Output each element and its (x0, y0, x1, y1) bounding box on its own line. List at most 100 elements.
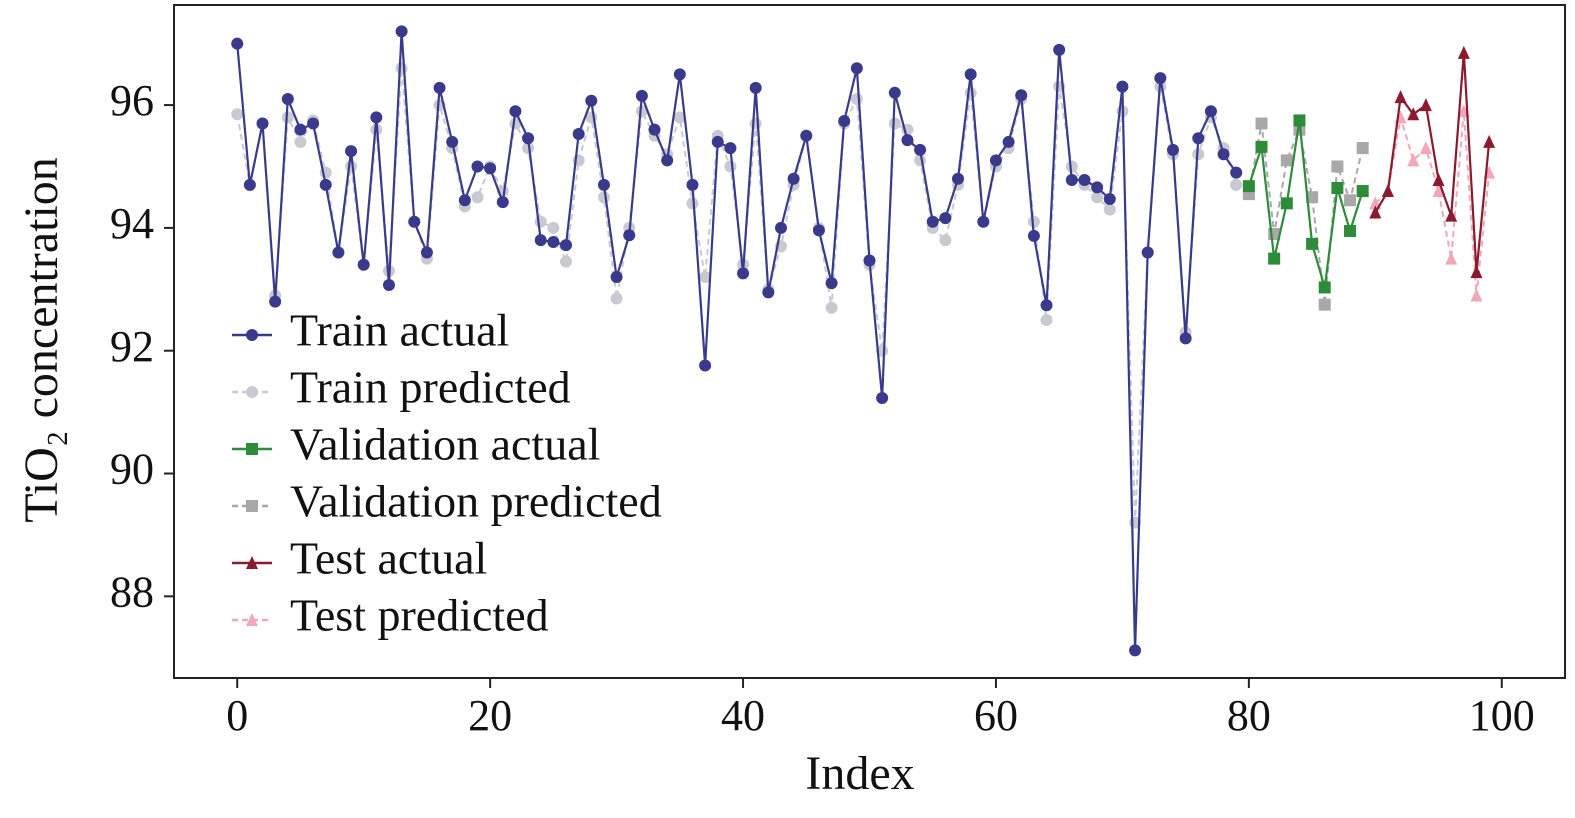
marker (1381, 184, 1394, 198)
marker (635, 105, 648, 118)
series-line (1374, 111, 1491, 296)
marker (648, 123, 661, 136)
marker (825, 301, 838, 314)
marker (1432, 173, 1445, 187)
legend-marker (246, 613, 258, 626)
marker (1394, 90, 1407, 104)
marker (635, 89, 648, 102)
marker (977, 215, 990, 228)
marker (1432, 184, 1445, 198)
marker (395, 62, 408, 75)
marker (256, 117, 269, 130)
x-tick-label: 80 (1227, 691, 1271, 740)
marker (1015, 89, 1028, 102)
marker (1230, 166, 1243, 179)
plot-frame (173, 4, 1566, 679)
marker (661, 154, 674, 167)
marker (1179, 332, 1192, 345)
marker (774, 221, 787, 234)
marker (711, 135, 724, 148)
x-tick-label: 20 (468, 691, 512, 740)
marker (888, 117, 901, 130)
marker (737, 267, 750, 280)
marker (433, 81, 446, 94)
marker (281, 111, 294, 124)
legend-label: Train actual (290, 305, 509, 356)
marker (585, 94, 598, 107)
marker (1369, 205, 1382, 219)
marker (420, 246, 433, 259)
marker (231, 108, 244, 121)
marker (522, 142, 535, 155)
marker (509, 105, 522, 118)
marker (762, 286, 775, 299)
marker (1103, 203, 1116, 216)
marker (699, 271, 712, 284)
marker (1344, 224, 1357, 237)
marker (964, 68, 977, 81)
y-tick-label: 94 (110, 199, 154, 248)
legend-marker (246, 556, 258, 569)
marker (1470, 288, 1483, 302)
marker (1445, 208, 1458, 222)
legend-marker (246, 500, 258, 512)
marker (572, 127, 585, 140)
marker (1065, 160, 1078, 173)
marker (686, 197, 699, 210)
marker (825, 277, 838, 290)
legend-entry: Validation actual (232, 419, 600, 470)
marker (370, 111, 383, 124)
marker (888, 86, 901, 99)
x-tick-label: 100 (1469, 691, 1535, 740)
marker (1419, 141, 1432, 155)
marker (850, 62, 863, 75)
marker (471, 191, 484, 204)
marker (623, 229, 636, 242)
marker (345, 160, 358, 173)
marker (1331, 181, 1344, 194)
marker (1027, 215, 1040, 228)
marker (1192, 132, 1205, 145)
marker (547, 236, 560, 249)
legend-entry: Validation predicted (232, 476, 662, 527)
series-line (1247, 123, 1364, 305)
marker (901, 134, 914, 147)
marker (1040, 299, 1053, 312)
marker (989, 154, 1002, 167)
marker (1470, 265, 1483, 279)
marker (1445, 251, 1458, 265)
marker (1255, 140, 1268, 153)
marker (1280, 154, 1293, 167)
marker (1116, 80, 1129, 93)
marker (281, 92, 294, 105)
marker (294, 135, 307, 148)
marker (1407, 153, 1420, 167)
marker (1091, 181, 1104, 194)
legend-label: Validation actual (290, 419, 600, 470)
marker (812, 224, 825, 237)
marker (1166, 143, 1179, 156)
marker (1002, 135, 1015, 148)
marker (926, 215, 939, 228)
marker (724, 142, 737, 155)
legend-label: Train predicted (290, 362, 571, 413)
marker (1065, 174, 1078, 187)
marker (850, 92, 863, 105)
marker (522, 132, 535, 145)
marker (1306, 237, 1319, 250)
marker (1407, 107, 1420, 121)
marker (724, 160, 737, 173)
legend-entry: Test actual (232, 533, 487, 584)
marker (269, 295, 282, 308)
marker (939, 212, 952, 225)
marker (1078, 174, 1091, 187)
marker (1318, 298, 1331, 311)
legend-marker (246, 443, 258, 455)
marker (496, 196, 509, 209)
marker (1091, 191, 1104, 204)
series-line (236, 31, 1238, 651)
marker (876, 391, 889, 404)
marker (1268, 252, 1281, 265)
marker (749, 81, 762, 94)
series-line (1374, 52, 1491, 273)
